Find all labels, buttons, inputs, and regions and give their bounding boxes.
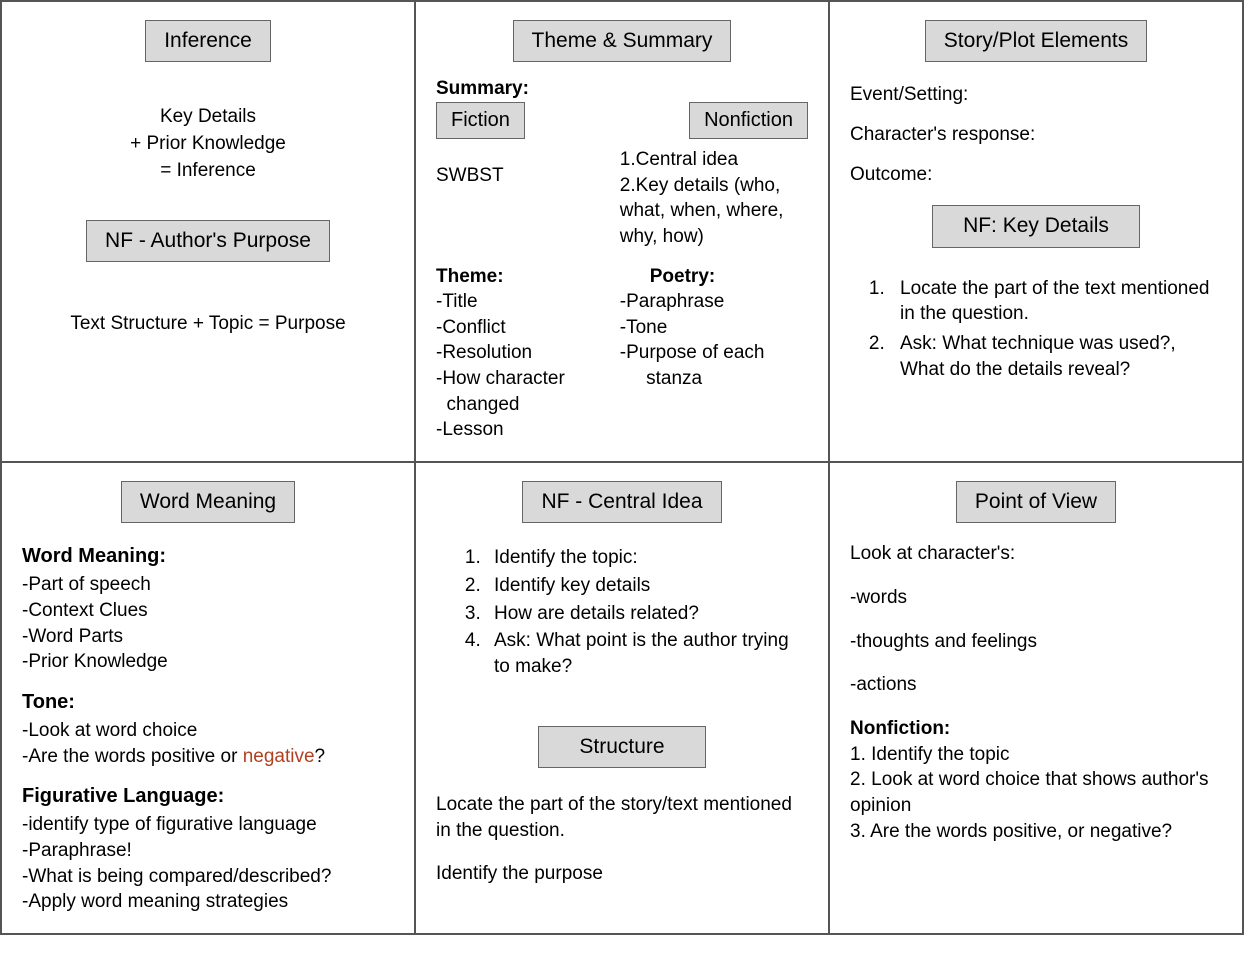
box-nonfiction: Nonfiction (689, 102, 808, 139)
theme-item: -Title (436, 289, 610, 315)
swbst: SWBST (436, 163, 610, 189)
title-nf-key-details: NF: Key Details (932, 205, 1140, 247)
nf-item-2: 2.Key details (who, what, when, where, w… (620, 173, 808, 250)
theme-item: -Resolution (436, 340, 610, 366)
structure-step1: Locate the part of the story/text mentio… (436, 792, 808, 843)
inference-formula: Key Details + Prior Knowledge = Inferenc… (22, 104, 394, 184)
event-setting: Event/Setting: (850, 82, 1222, 108)
character-response: Character's response: (850, 122, 1222, 148)
pov-intro: Look at character's: (850, 541, 1222, 567)
cell-central-idea: NF - Central Idea Identify the topic: Id… (415, 462, 829, 934)
inference-line1: Key Details (22, 104, 394, 131)
summary-label: Summary: (436, 76, 808, 102)
theme-item: -Lesson (436, 417, 610, 443)
purpose-equation: Text Structure + Topic = Purpose (22, 311, 394, 337)
title-story-plot: Story/Plot Elements (925, 20, 1147, 62)
fig-item: -Paraphrase! (22, 838, 394, 864)
ci-item: Identify the topic: (486, 545, 808, 571)
poetry-item: stanza (620, 366, 808, 392)
structure-step2: Identify the purpose (436, 861, 808, 887)
cell-point-of-view: Point of View Look at character's: -word… (829, 462, 1243, 934)
title-word-meaning: Word Meaning (121, 481, 295, 523)
title-nf-authors-purpose: NF - Author's Purpose (86, 220, 330, 262)
inference-line3: = Inference (22, 158, 394, 185)
wm-item: -Part of speech (22, 572, 394, 598)
title-nf-central-idea: NF - Central Idea (522, 481, 721, 523)
poetry-item: -Tone (620, 315, 808, 341)
wm-item: -Word Parts (22, 624, 394, 650)
poetry-label: Poetry: (620, 264, 808, 290)
tone-label: Tone: (22, 689, 394, 716)
key-details-item: Ask: What technique was used?, What do t… (890, 331, 1222, 382)
title-inference: Inference (145, 20, 271, 62)
ci-item: How are details related? (486, 601, 808, 627)
tone2c: ? (315, 746, 326, 767)
theme-item: changed (436, 392, 610, 418)
box-fiction: Fiction (436, 102, 525, 139)
title-theme-summary: Theme & Summary (513, 20, 732, 62)
fig-item: -Apply word meaning strategies (22, 889, 394, 915)
tone-negative-word: negative (243, 746, 315, 767)
tone2a: -Are the words positive or (22, 746, 243, 767)
wm-label: Word Meaning: (22, 543, 394, 570)
tone-item: -Look at word choice (22, 718, 394, 744)
theme-label: Theme: (436, 264, 610, 290)
theme-item: -How character (436, 366, 610, 392)
fig-item: -What is being compared/described? (22, 864, 394, 890)
pov-nf-item: 2. Look at word choice that shows author… (850, 767, 1222, 818)
ci-item: Identify key details (486, 573, 808, 599)
pov-nf-item: 1. Identify the topic (850, 742, 1222, 768)
outcome: Outcome: (850, 162, 1222, 188)
ci-item: Ask: What point is the author trying to … (486, 628, 808, 679)
cell-story-plot: Story/Plot Elements Event/Setting: Chara… (829, 1, 1243, 462)
fig-label: Figurative Language: (22, 783, 394, 810)
inference-line2: + Prior Knowledge (22, 131, 394, 158)
cell-theme-summary: Theme & Summary Summary: Fiction SWBST N… (415, 1, 829, 462)
pov-actions: -actions (850, 672, 1222, 698)
pov-nf-label: Nonfiction: (850, 716, 1222, 742)
pov-thoughts: -thoughts and feelings (850, 629, 1222, 655)
cell-inference: Inference Key Details + Prior Knowledge … (1, 1, 415, 462)
poetry-item: -Purpose of each (620, 340, 808, 366)
poetry-item: -Paraphrase (620, 289, 808, 315)
pov-words: -words (850, 585, 1222, 611)
cell-word-meaning: Word Meaning Word Meaning: -Part of spee… (1, 462, 415, 934)
title-structure: Structure (538, 726, 705, 768)
wm-item: -Prior Knowledge (22, 649, 394, 675)
reference-grid: Inference Key Details + Prior Knowledge … (0, 0, 1244, 935)
tone-item: -Are the words positive or negative? (22, 744, 394, 770)
key-details-list: Locate the part of the text mentioned in… (850, 276, 1222, 383)
wm-item: -Context Clues (22, 598, 394, 624)
pov-nf-item: 3. Are the words positive, or negative? (850, 819, 1222, 845)
title-point-of-view: Point of View (956, 481, 1116, 523)
central-idea-list: Identify the topic: Identify key details… (436, 545, 808, 679)
theme-item: -Conflict (436, 315, 610, 341)
fig-item: -identify type of figurative language (22, 812, 394, 838)
nf-item-1: 1.Central idea (620, 147, 808, 173)
key-details-item: Locate the part of the text mentioned in… (890, 276, 1222, 327)
